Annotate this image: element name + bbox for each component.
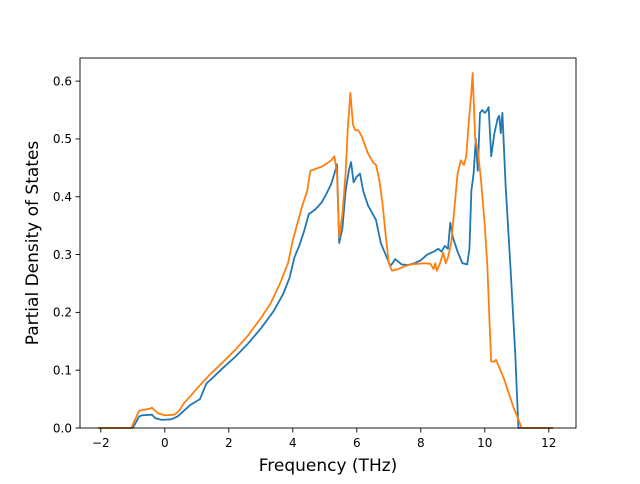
x-tick-label: 2 — [225, 436, 233, 450]
x-tick-label: 10 — [477, 436, 492, 450]
series-line-2 — [98, 72, 553, 429]
y-axis-label: Partial Density of States — [23, 141, 43, 346]
y-tick-label: 0.0 — [53, 421, 72, 435]
y-tick-label: 0.4 — [53, 190, 72, 204]
x-tick-label: 0 — [161, 436, 169, 450]
y-tick-label: 0.5 — [53, 132, 72, 146]
x-tick-label: 6 — [353, 436, 361, 450]
y-tick-label: 0.3 — [53, 248, 72, 262]
series-layer — [98, 72, 553, 429]
x-tick-label: 8 — [417, 436, 425, 450]
x-tick-label: 4 — [289, 436, 297, 450]
y-tick-label: 0.2 — [53, 306, 72, 320]
y-axis: 0.0 0.1 0.2 0.3 0.4 0.5 0.6 — [53, 74, 80, 435]
series-line-1 — [98, 106, 553, 429]
y-tick-label: 0.1 — [53, 363, 72, 377]
y-tick-label: 0.6 — [53, 74, 72, 88]
x-tick-label: 12 — [541, 436, 556, 450]
x-axis: −2 0 2 4 6 8 10 12 — [92, 428, 556, 450]
x-axis-label: Frequency (THz) — [259, 456, 398, 476]
x-tick-label: −2 — [92, 436, 110, 450]
plot-frame — [79, 57, 577, 429]
